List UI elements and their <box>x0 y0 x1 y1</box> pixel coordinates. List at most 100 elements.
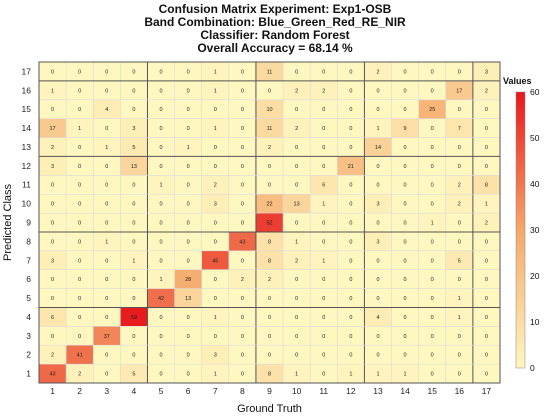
y-tick-label: 16 <box>22 85 32 95</box>
heatmap-cell <box>472 288 500 308</box>
cell-value: 0 <box>485 277 488 283</box>
cell-value: 0 <box>187 372 190 378</box>
heatmap-cell <box>310 307 338 327</box>
x-tick-label: 10 <box>292 386 302 396</box>
heatmap-cell <box>120 175 148 195</box>
heatmap-cell <box>228 156 256 176</box>
heatmap-cell <box>418 288 446 308</box>
heatmap-cell <box>120 231 148 251</box>
heatmap-cell <box>418 80 446 100</box>
heatmap-cell <box>93 326 121 346</box>
heatmap-cell <box>418 364 446 383</box>
heatmap-cell <box>120 99 148 119</box>
heatmap-cell <box>255 288 284 308</box>
cell-value: 13 <box>294 202 300 208</box>
heatmap-cell <box>364 364 392 383</box>
heatmap-cell <box>364 137 392 157</box>
heatmap-cell <box>201 194 229 214</box>
heatmap-cell <box>66 326 94 346</box>
cell-value: 0 <box>376 334 379 340</box>
heatmap-cell <box>39 175 67 195</box>
heatmap-cell <box>283 137 311 157</box>
colorbar-tick-label: 40 <box>530 179 540 189</box>
heatmap-cell <box>174 231 202 251</box>
x-tick-label: 13 <box>373 386 383 396</box>
heatmap-cell <box>93 250 121 270</box>
cell-value: 0 <box>159 107 162 113</box>
heatmap-cell <box>120 288 148 308</box>
heatmap-cell <box>174 307 202 327</box>
heatmap-cell <box>472 118 500 138</box>
heatmap-cell <box>283 156 311 176</box>
heatmap-cell <box>310 288 338 308</box>
heatmap-cell <box>201 99 229 119</box>
heatmap-cell <box>147 250 175 270</box>
cell-value: 0 <box>159 221 162 227</box>
cell-value: 1 <box>322 258 325 264</box>
heatmap-cell <box>364 250 392 270</box>
heatmap-cell <box>391 213 419 232</box>
cell-value: 43 <box>239 239 245 245</box>
cell-value: 1 <box>214 315 217 321</box>
y-tick-label: 13 <box>22 142 32 152</box>
cell-value: 0 <box>404 296 407 302</box>
cell-value: 0 <box>268 296 271 302</box>
heatmap-cell <box>228 250 256 270</box>
cell-value: 0 <box>241 221 244 227</box>
cell-value: 0 <box>132 353 135 359</box>
heatmap-cell <box>283 364 311 383</box>
heatmap-cell <box>310 194 338 214</box>
heatmap-cell <box>39 288 67 308</box>
heatmap-cell <box>120 269 148 289</box>
cell-value: 52 <box>266 221 272 227</box>
heatmap-cell <box>39 326 67 346</box>
cell-value: 0 <box>431 69 434 75</box>
cell-value: 0 <box>404 164 407 170</box>
cell-value: 0 <box>376 277 379 283</box>
heatmap-cell <box>228 99 256 119</box>
y-tick-label: 12 <box>22 161 32 171</box>
y-tick-label: 9 <box>26 218 31 228</box>
cell-value: 2 <box>268 145 271 151</box>
heatmap-cells <box>39 62 500 383</box>
cell-value: 0 <box>349 145 352 151</box>
cell-value: 1 <box>376 126 379 132</box>
heatmap-cell <box>391 137 419 157</box>
cell-value: 0 <box>187 183 190 189</box>
cell-value: 0 <box>322 164 325 170</box>
heatmap-cell <box>445 137 473 157</box>
cell-value: 1 <box>187 145 190 151</box>
heatmap-cell <box>93 175 121 195</box>
heatmap-cell <box>472 156 500 176</box>
heatmap-cell <box>66 288 94 308</box>
cell-value: 0 <box>404 221 407 227</box>
cell-value: 0 <box>51 239 54 245</box>
cell-value: 0 <box>132 183 135 189</box>
heatmap-cell <box>337 307 365 327</box>
cell-value: 0 <box>295 353 298 359</box>
heatmap-cell <box>364 213 392 232</box>
cell-value: 0 <box>349 107 352 113</box>
heatmap-cell <box>445 194 473 214</box>
cell-value: 0 <box>376 258 379 264</box>
cell-value: 0 <box>404 145 407 151</box>
heatmap-cell <box>39 250 67 270</box>
cell-value: 0 <box>132 202 135 208</box>
cell-value: 0 <box>187 334 190 340</box>
heatmap-cell <box>201 269 229 289</box>
cell-value: 0 <box>78 164 81 170</box>
heatmap-cell <box>391 250 419 270</box>
heatmap-cell <box>283 213 311 232</box>
cell-value: 0 <box>214 277 217 283</box>
cell-value: 0 <box>159 164 162 170</box>
cell-value: 17 <box>49 126 55 132</box>
heatmap-cell <box>364 175 392 195</box>
heatmap-cell <box>472 175 500 195</box>
cell-value: 0 <box>458 221 461 227</box>
cell-value: 0 <box>187 202 190 208</box>
cell-value: 0 <box>349 202 352 208</box>
cell-value: 0 <box>187 315 190 321</box>
cell-value: 0 <box>322 296 325 302</box>
heatmap-cell <box>283 345 311 365</box>
cell-value: 0 <box>187 164 190 170</box>
